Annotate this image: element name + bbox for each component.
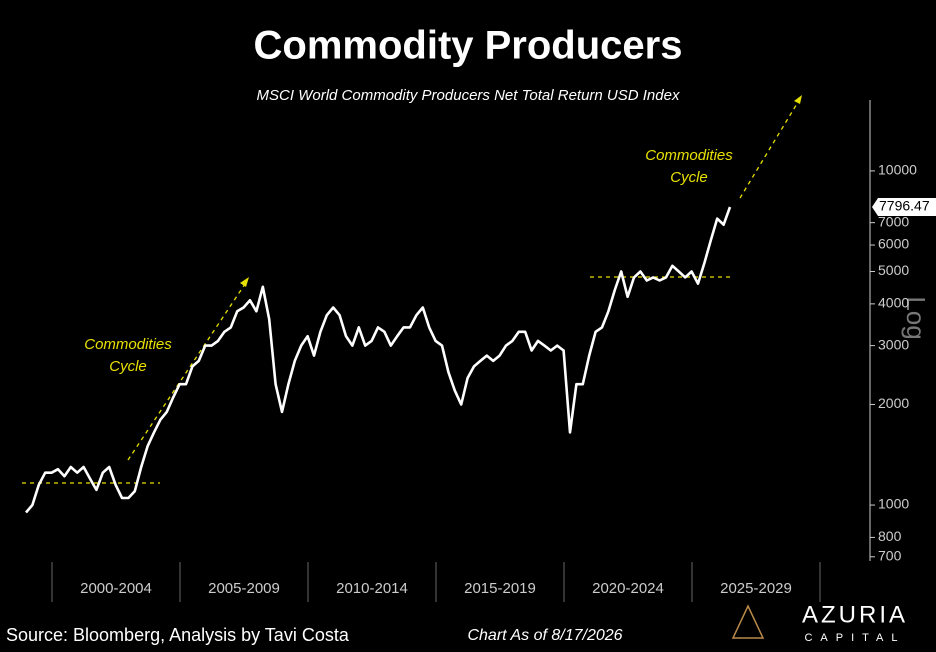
line <box>25 206 732 514</box>
x-tick-label: 2020-2024 <box>592 580 664 597</box>
chart-subtitle: MSCI World Commodity Producers Net Total… <box>257 87 680 104</box>
y-tick-label: 3000 <box>878 336 909 352</box>
x-tick-label: 2005-2009 <box>208 580 280 597</box>
x-tick-label: 2025-2029 <box>720 580 792 597</box>
x-tick-label: 2010-2014 <box>336 580 408 597</box>
y-tick-label: 10000 <box>878 162 917 178</box>
y-tick-label: 700 <box>878 547 902 563</box>
chart-title: Commodity Producers <box>254 24 683 68</box>
arrow-head <box>794 95 802 104</box>
trend-arrow <box>127 283 246 461</box>
logo-name: AZURIA <box>802 601 908 628</box>
y-tick-label: 6000 <box>878 236 909 252</box>
x-tick-label: 2015-2019 <box>464 580 536 597</box>
date-note: Chart As of 8/17/2026 <box>467 627 622 644</box>
annotation: Commodities <box>84 336 172 353</box>
y-tick-label: 7000 <box>878 213 909 229</box>
last-value-box <box>872 198 936 217</box>
arrow-head <box>240 277 249 287</box>
trend-arrow <box>739 101 799 199</box>
source: Source: Bloomberg, Analysis by Tavi Cost… <box>6 625 350 645</box>
x-tick-label: 2000-2004 <box>80 580 152 597</box>
y-tick-label: 5000 <box>878 262 909 278</box>
x-axis-separators <box>51 562 821 602</box>
y-tick-label: 2000 <box>878 395 909 411</box>
annotation: Commodities <box>645 147 733 164</box>
y-tick-label: 800 <box>878 528 902 544</box>
logo-sub: CAPITAL <box>804 632 905 644</box>
logo-mark <box>731 604 765 639</box>
y-axis-label: Log <box>901 296 931 339</box>
annotation: Cycle <box>670 169 708 186</box>
y-tick-label: 4000 <box>878 295 909 311</box>
annotation: Cycle <box>109 358 147 375</box>
y-tick-label: 1000 <box>878 496 909 512</box>
last-value-label: 7796.47 <box>879 198 930 214</box>
